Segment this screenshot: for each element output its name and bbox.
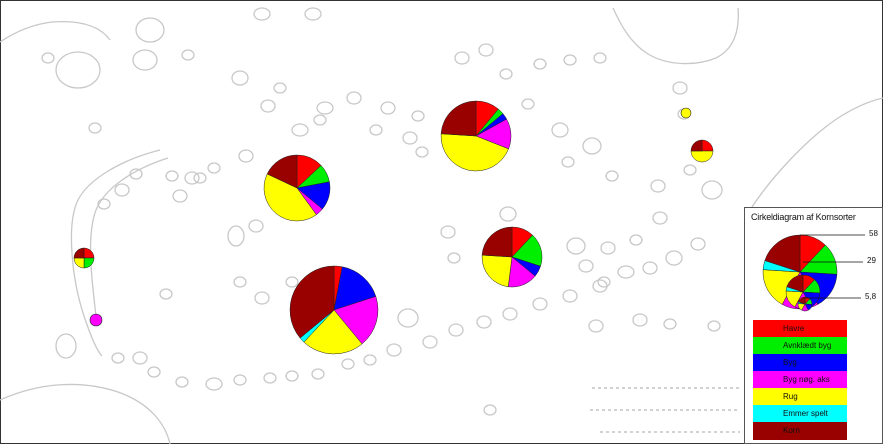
pie-center-right	[481, 226, 543, 288]
legend-label: Avnklædt byg	[783, 341, 832, 350]
legend-item: Havre	[753, 320, 847, 338]
pie-right-tiny-slice	[680, 107, 692, 119]
legend-swatch	[753, 388, 847, 406]
pie-bottom-large	[289, 265, 379, 355]
legend-pie-small	[797, 296, 813, 312]
legend-item: Emmer spelt	[753, 405, 847, 423]
legend-swatch	[753, 422, 847, 440]
legend-panel: Cirkeldiagram af Kornsorter 58 29 5,8 Ha…	[744, 207, 883, 444]
pie-bottom-large-slice	[303, 309, 363, 355]
legend-pie-small-slice	[798, 296, 806, 305]
pie-small-magenta-slice	[89, 313, 103, 327]
pie-top-center-slice	[440, 100, 477, 137]
legend-item: Byg	[753, 354, 847, 372]
legend-swatch	[753, 371, 847, 389]
legend-label: Emmer spelt	[783, 409, 828, 418]
size-label-29: 29	[867, 256, 876, 265]
legend-pie-large-slice	[762, 269, 801, 305]
pie-top-center	[440, 100, 512, 172]
legend-title: Cirkeldiagram af Kornsorter	[751, 212, 856, 222]
legend-label: Byg nøg. aks	[783, 375, 830, 384]
pie-bottom-large-slice	[289, 265, 335, 339]
size-label-5-8: 5,8	[865, 292, 877, 301]
pie-left-upper	[263, 154, 331, 222]
legend-item: Rug	[753, 388, 847, 406]
pie-right-tiny	[680, 107, 692, 119]
pie-left-upper-slice	[263, 173, 317, 222]
legend-item: Avnklædt byg	[753, 337, 847, 355]
pie-small-magenta	[89, 313, 103, 327]
legend-pie-large-slice	[764, 234, 801, 273]
legend-size-graphic	[762, 234, 865, 312]
pie-right-small	[690, 139, 714, 163]
legend-label: Havre	[783, 324, 805, 333]
pie-center-right-slice	[481, 254, 513, 288]
pie-bottom-large-slice	[333, 296, 379, 345]
pie-top-center-slice	[440, 133, 509, 172]
legend-item: Korn	[753, 422, 847, 440]
legend-item: Byg nøg. aks	[753, 371, 847, 389]
legend-label: Rug	[783, 392, 798, 401]
pie-right-small-slice	[690, 150, 714, 163]
legend-swatch	[753, 405, 847, 423]
legend-label: Byg	[783, 358, 797, 367]
pie-far-left	[73, 247, 95, 269]
pie-left-upper-slice	[266, 154, 298, 189]
legend-swatch	[753, 354, 847, 372]
pie-far-left-slice	[73, 247, 85, 259]
pie-right-small-slice	[690, 139, 703, 152]
legend-swatch	[753, 320, 847, 338]
legend-pie-medium-slice	[786, 274, 804, 293]
size-label-58: 58	[869, 229, 878, 238]
feature-outlines	[0, 7, 883, 444]
legend-size-pies	[762, 234, 838, 312]
pie-bottom-large-slice	[333, 266, 377, 311]
legend-swatch	[753, 337, 847, 355]
legend-label: Korn	[783, 426, 800, 435]
pie-layer	[73, 100, 714, 355]
pie-center-right-slice	[481, 226, 513, 258]
